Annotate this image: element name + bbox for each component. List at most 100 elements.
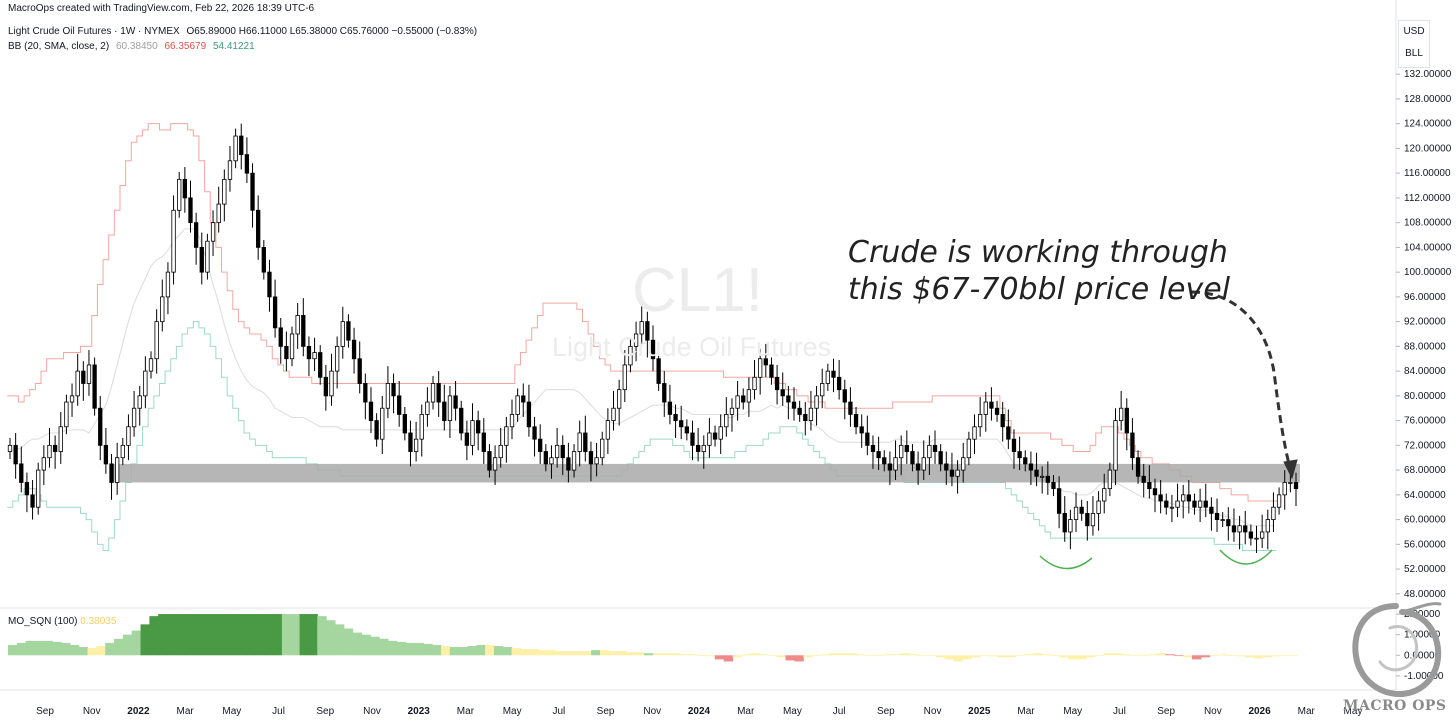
time-tick-label: Nov xyxy=(363,706,381,717)
candle-body xyxy=(1090,512,1096,527)
annotation-arrow xyxy=(1191,290,1293,473)
candle-body xyxy=(385,383,391,409)
candle-body xyxy=(272,296,278,329)
candle-body xyxy=(1192,500,1197,508)
annotation-arrowhead xyxy=(1283,459,1298,480)
watermark-name: Light Crude Oil Futures xyxy=(552,332,832,362)
candle-body xyxy=(256,209,261,248)
candle-body xyxy=(75,370,80,397)
candle-body xyxy=(876,451,881,459)
sqn-bar xyxy=(670,653,681,656)
candle-body xyxy=(1028,463,1034,471)
price-tick-label: 84.00000 xyxy=(1404,366,1446,377)
sqn-bar xyxy=(255,614,265,656)
candle-body xyxy=(628,345,633,366)
candle-body xyxy=(430,383,436,403)
candle-body xyxy=(842,389,847,403)
candle-body xyxy=(1000,414,1005,428)
time-tick-label: Sep xyxy=(877,706,895,717)
sqn-bar xyxy=(573,651,583,656)
candle-body xyxy=(695,444,701,452)
sqn-bar xyxy=(361,634,371,656)
candle-body xyxy=(1034,469,1039,477)
candle-body xyxy=(955,469,960,477)
candle-body xyxy=(47,444,52,459)
candle-body xyxy=(1017,451,1022,459)
candle-body xyxy=(137,395,142,409)
candle-body xyxy=(419,414,424,440)
price-tick-label: 104.00000 xyxy=(1404,242,1452,253)
candle-body xyxy=(983,401,988,415)
candle-body xyxy=(329,370,334,397)
indicator-name: MO_SQN (100) xyxy=(8,616,78,627)
candle-body xyxy=(1107,469,1113,490)
sqn-bar xyxy=(918,655,928,657)
sqn-bar xyxy=(140,624,150,656)
sqn-bar xyxy=(237,614,248,656)
sqn-bar xyxy=(591,650,601,656)
logo-text: MACRO OPS xyxy=(1343,698,1447,714)
candle-body xyxy=(543,451,548,465)
sqn-bar xyxy=(122,634,133,656)
candle-body xyxy=(718,426,723,440)
candle-body xyxy=(1197,500,1203,508)
sqn-bar xyxy=(829,653,840,656)
instrument-line: Light Crude Oil Futures · 1W · NYMEX O65… xyxy=(8,26,481,37)
candle-body xyxy=(836,376,842,391)
sqn-bar xyxy=(96,646,106,656)
candle-body xyxy=(227,160,233,180)
sqn-bar xyxy=(87,648,97,656)
candle-body xyxy=(357,358,362,384)
sqn-bar xyxy=(1024,654,1034,656)
time-tick-label: May xyxy=(1063,706,1082,717)
sqn-bar xyxy=(1209,655,1220,657)
candle-body xyxy=(1062,512,1067,533)
sqn-bar xyxy=(299,614,310,656)
sqn-bar xyxy=(900,653,910,656)
candle-body xyxy=(476,420,481,434)
candle-body xyxy=(1141,475,1146,483)
candle-body xyxy=(509,414,515,428)
sqn-bar xyxy=(564,651,575,656)
time-tick-label: Nov xyxy=(83,706,101,717)
time-tick-label: Mar xyxy=(1017,706,1035,717)
time-tick-label: May xyxy=(222,706,241,717)
candle-body xyxy=(1293,482,1299,490)
sqn-bar xyxy=(114,638,124,656)
candle-body xyxy=(86,364,92,384)
price-tick-label: 100.00000 xyxy=(1404,267,1452,278)
candle-body xyxy=(549,457,554,465)
time-tick-label: Jul xyxy=(833,706,846,717)
candle-body xyxy=(160,296,165,323)
candle-body xyxy=(921,457,926,471)
unit-box[interactable]: USD BLL xyxy=(1398,20,1430,68)
candle-body xyxy=(470,420,475,446)
bb-upper-band xyxy=(7,123,1282,502)
candle-body xyxy=(301,315,306,347)
candle-body xyxy=(1203,500,1208,508)
candle-body xyxy=(893,457,898,471)
candle-body xyxy=(944,463,949,471)
time-tick-label: Mar xyxy=(457,706,475,717)
candle-body xyxy=(729,407,735,415)
candle-body xyxy=(622,364,627,391)
sqn-bar xyxy=(405,642,416,656)
candle-body xyxy=(1175,500,1180,508)
candle-body xyxy=(1147,482,1152,490)
sqn-bar xyxy=(953,655,963,662)
indicator-tick-label: 2.00000 xyxy=(1404,609,1441,620)
candle-body xyxy=(1209,506,1214,514)
sqn-bar xyxy=(538,650,548,656)
candle-body xyxy=(19,463,24,483)
sqn-bar xyxy=(131,630,142,656)
instrument-name: Light Crude Oil Futures · 1W · NYMEX xyxy=(8,26,180,37)
sqn-bar xyxy=(1156,653,1167,656)
candle-body xyxy=(961,457,966,471)
candle-body xyxy=(989,401,994,409)
sqn-bar xyxy=(794,655,804,662)
candle-body xyxy=(1056,488,1062,514)
sqn-bar xyxy=(688,654,698,656)
sqn-bar xyxy=(1280,655,1290,657)
time-tick-label: Sep xyxy=(597,706,615,717)
